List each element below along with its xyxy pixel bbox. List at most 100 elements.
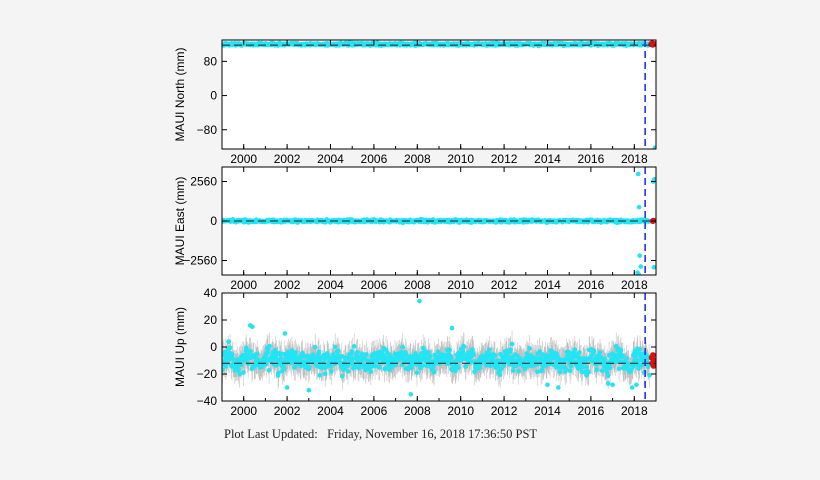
outlier-point bbox=[637, 253, 643, 259]
data-point bbox=[281, 366, 287, 371]
y-axis-label: MAUI East (mm) bbox=[173, 177, 187, 266]
data-point bbox=[409, 365, 415, 371]
data-point bbox=[584, 364, 590, 370]
x-tick-label: 2018 bbox=[621, 152, 648, 166]
data-point bbox=[349, 349, 355, 354]
data-point bbox=[248, 348, 253, 354]
data-point bbox=[276, 370, 281, 376]
data-point bbox=[602, 356, 608, 362]
data-point bbox=[647, 372, 652, 378]
x-tick-label: 2006 bbox=[361, 404, 388, 418]
y-axis: 40 20 0 −20 −40 bbox=[197, 286, 656, 408]
data-point bbox=[537, 349, 542, 354]
y-tick-label: 20 bbox=[204, 313, 218, 327]
data-point bbox=[497, 372, 503, 378]
outlier-point bbox=[317, 373, 322, 378]
data-point bbox=[372, 363, 378, 369]
data-point bbox=[637, 346, 643, 352]
outlier-point bbox=[636, 204, 642, 210]
data-point bbox=[539, 367, 545, 373]
x-tick-label: 2004 bbox=[317, 404, 344, 418]
data-point bbox=[471, 352, 476, 358]
plot-updated-label: Plot Last Updated: bbox=[224, 427, 318, 441]
data-point bbox=[624, 356, 629, 361]
data-point bbox=[300, 350, 305, 356]
data-point bbox=[383, 347, 389, 352]
data-point bbox=[639, 363, 645, 368]
outlier-point bbox=[584, 373, 589, 378]
plot-updated-timestamp: Friday, November 16, 2018 17:36:50 PST bbox=[327, 427, 538, 441]
data-point bbox=[419, 362, 425, 368]
x-tick-label: 2008 bbox=[404, 152, 431, 166]
outlier-point bbox=[417, 298, 422, 304]
data-point bbox=[328, 364, 333, 369]
y-tick-label: 0 bbox=[210, 340, 217, 354]
outlier-point bbox=[605, 381, 611, 386]
x-tick-label: 2016 bbox=[578, 278, 605, 292]
x-tick-label: 2018 bbox=[621, 278, 648, 292]
x-tick-label: 2018 bbox=[621, 404, 648, 418]
recent-point bbox=[651, 357, 656, 364]
data-point bbox=[605, 373, 611, 378]
data-point bbox=[237, 371, 242, 377]
outlier-points bbox=[635, 171, 656, 275]
outlier-point bbox=[408, 391, 414, 397]
x-tick-label: 2000 bbox=[230, 152, 257, 166]
outlier-points bbox=[226, 298, 639, 397]
outlier-point bbox=[282, 331, 288, 336]
data-point bbox=[594, 367, 600, 373]
outlier-point bbox=[545, 382, 550, 388]
data-point bbox=[427, 353, 433, 359]
data-point bbox=[510, 368, 516, 373]
x-tick-label: 2014 bbox=[534, 278, 561, 292]
outlier-point bbox=[652, 145, 656, 149]
data-point bbox=[307, 364, 312, 370]
x-tick-label: 2008 bbox=[404, 404, 431, 418]
data-point bbox=[461, 344, 467, 350]
data-point bbox=[626, 362, 631, 367]
x-tick-label: 2012 bbox=[491, 278, 518, 292]
data-point bbox=[599, 368, 605, 374]
data-point bbox=[364, 352, 369, 357]
data-point bbox=[316, 349, 322, 355]
x-tick-label: 2004 bbox=[317, 152, 344, 166]
x-tick-label: 2000 bbox=[230, 278, 257, 292]
x-tick-label: 2016 bbox=[578, 404, 605, 418]
x-tick-label: 2012 bbox=[491, 404, 518, 418]
data-point bbox=[436, 349, 441, 355]
data-point bbox=[254, 351, 260, 357]
recent-point bbox=[649, 352, 656, 359]
data-point bbox=[505, 358, 511, 364]
y-axis: 2560 0 −2560 bbox=[183, 175, 656, 267]
y-tick-label: 0 bbox=[210, 89, 217, 103]
x-axis: 2000 2002 2004 2006 2008 2010 2012 2014 2016 2018 bbox=[221, 167, 657, 292]
data-point bbox=[350, 356, 356, 362]
data-point bbox=[322, 371, 328, 377]
data-point bbox=[387, 367, 392, 373]
outlier-point bbox=[635, 171, 641, 177]
data-point bbox=[567, 368, 573, 373]
outlier-point bbox=[634, 382, 639, 388]
x-tick-label: 2008 bbox=[404, 278, 431, 292]
data-point bbox=[577, 350, 582, 355]
data-point bbox=[630, 364, 636, 370]
outlier-point bbox=[651, 177, 656, 182]
data-point bbox=[230, 356, 236, 362]
y-tick-label: −80 bbox=[197, 123, 218, 137]
data-point bbox=[470, 347, 475, 352]
data-point bbox=[292, 364, 298, 370]
outlier-point bbox=[651, 264, 656, 270]
data-point bbox=[447, 347, 453, 353]
data-point bbox=[393, 362, 398, 368]
outlier-points bbox=[652, 145, 656, 149]
data-point bbox=[278, 356, 284, 361]
y-tick-label: −20 bbox=[197, 367, 218, 381]
data-point bbox=[463, 363, 469, 368]
data-point bbox=[508, 347, 513, 353]
data-point bbox=[448, 356, 454, 362]
data-point bbox=[318, 355, 323, 361]
outlier-point bbox=[610, 382, 615, 388]
y-tick-label: 40 bbox=[204, 286, 218, 300]
x-tick-label: 2002 bbox=[274, 152, 301, 166]
